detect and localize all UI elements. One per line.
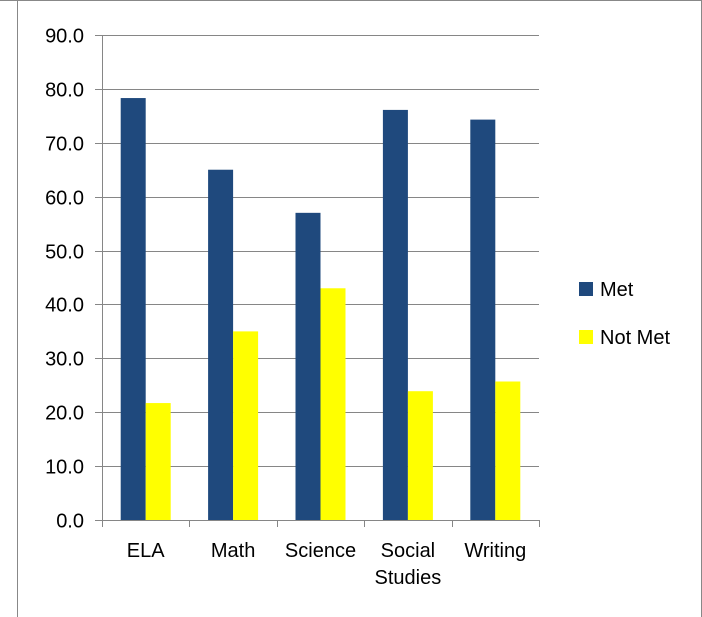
y-tick-label: 30.0	[45, 349, 84, 371]
bar-met-social-studies	[382, 109, 408, 521]
legend-swatch-met	[579, 282, 593, 296]
y-tick-label: 80.0	[45, 80, 84, 102]
x-tick-label: ELA	[127, 540, 165, 562]
bar-not-met-science	[320, 288, 346, 520]
legend: Met Not Met	[579, 279, 670, 349]
axes	[95, 35, 540, 527]
y-tick-label: 50.0	[45, 242, 84, 264]
y-tick-label: 70.0	[45, 134, 84, 156]
bar-met-ela	[120, 98, 146, 521]
bar-not-met-math	[233, 331, 259, 520]
bar-met-writing	[470, 119, 496, 520]
x-tick-label: Social Studies	[375, 540, 442, 589]
x-axis-tick-labels: ELA Math Science Social Studies Writing	[127, 540, 526, 589]
x-tick-label: Science	[285, 540, 356, 562]
legend-label-met: Met	[600, 279, 634, 301]
x-tick-label: Math	[211, 540, 255, 562]
y-axis-tick-labels: 0.0 10.0 20.0 30.0 40.0 50.0 60.0 70.0 80.0 90.0	[45, 26, 84, 533]
bars	[120, 98, 521, 521]
y-tick-label: 60.0	[45, 188, 84, 210]
y-tick-label: 20.0	[45, 403, 84, 425]
bar-met-science	[295, 212, 321, 521]
bar-not-met-social-studies	[407, 391, 433, 520]
y-tick-label: 90.0	[45, 26, 84, 48]
x-tick-label: Writing	[464, 540, 526, 562]
bar-not-met-ela	[145, 403, 171, 520]
bar-met-math	[208, 169, 234, 520]
y-tick-label: 10.0	[45, 457, 84, 479]
bar-not-met-writing	[495, 381, 521, 520]
legend-label-not-met: Not Met	[600, 327, 670, 349]
y-tick-label: 0.0	[56, 511, 84, 533]
y-tick-label: 40.0	[45, 295, 84, 317]
legend-swatch-not-met	[579, 330, 593, 344]
